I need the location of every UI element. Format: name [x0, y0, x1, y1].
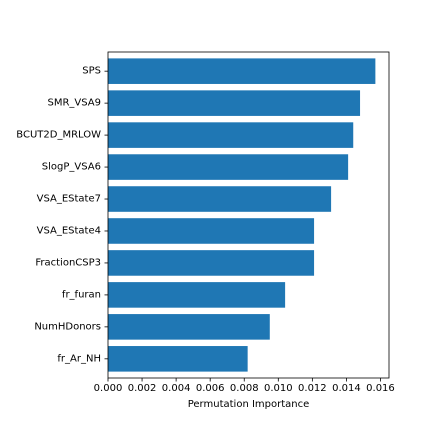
bar-vsa-estate7 — [108, 186, 332, 212]
y-tick-label: FractionCSP3 — [35, 257, 101, 268]
y-tick-label: SPS — [82, 66, 101, 77]
y-tick-label: VSA_EState7 — [37, 194, 101, 205]
y-axis: SPS SMR_VSA9 BCUT2D_MRLOW SlogP_VSA6 VSA_ESt… — [16, 66, 108, 364]
y-tick-label: BCUT2D_MRLOW — [16, 130, 101, 141]
x-axis-label: Permutation Importance — [188, 399, 310, 410]
y-tick-label: VSA_EState4 — [37, 225, 101, 236]
bar-fr-furan — [108, 282, 286, 308]
y-tick-label: SlogP_VSA6 — [42, 162, 101, 173]
bar-bcut2d-mrlow — [108, 122, 354, 148]
bar-fractioncsp3 — [108, 250, 315, 276]
x-axis: 0.000 0.002 0.004 0.006 0.008 0.010 0.012 0.014… — [94, 378, 395, 394]
y-tick-label: fr_furan — [62, 289, 101, 300]
x-tick-label: 0.000 — [94, 383, 123, 394]
x-tick-label: 0.008 — [230, 383, 259, 394]
bar-smr-vsa9 — [108, 90, 361, 116]
plot-frame — [107, 51, 390, 379]
y-tick-label: SMR_VSA9 — [47, 98, 101, 109]
x-tick-label: 0.016 — [366, 383, 395, 394]
bar-fr-ar-nh — [108, 346, 248, 372]
plot-area — [108, 58, 376, 372]
x-tick-label: 0.010 — [264, 383, 293, 394]
x-tick-label: 0.012 — [298, 383, 327, 394]
bar-sps — [108, 58, 376, 84]
x-tick-label: 0.002 — [128, 383, 157, 394]
bar-vsa-estate4 — [108, 218, 315, 244]
bar-numhdonors — [108, 314, 270, 340]
x-tick-label: 0.014 — [332, 383, 361, 394]
x-tick-label: 0.006 — [196, 383, 225, 394]
x-tick-label: 0.004 — [162, 383, 191, 394]
bar-slogp-vsa6 — [108, 154, 349, 180]
y-tick-label: NumHDonors — [34, 321, 101, 332]
y-tick-label: fr_Ar_NH — [57, 353, 101, 364]
